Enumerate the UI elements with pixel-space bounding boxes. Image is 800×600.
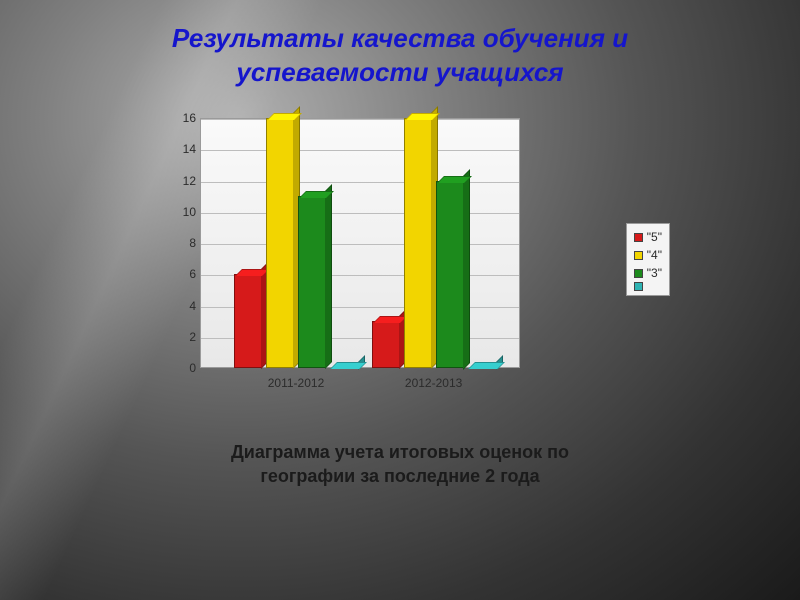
legend: "5""4""3"	[626, 223, 670, 296]
y-tick-label: 12	[172, 174, 196, 188]
bars-container	[200, 118, 520, 368]
legend-swatch	[634, 282, 643, 291]
y-axis: 0246810121416	[172, 118, 198, 368]
y-tick-label: 6	[172, 267, 196, 281]
y-tick-label: 2	[172, 330, 196, 344]
bar	[436, 181, 464, 369]
x-tick-label: 2011-2012	[268, 376, 325, 390]
y-tick-label: 10	[172, 205, 196, 219]
plot-area	[200, 118, 520, 368]
legend-item: "4"	[634, 246, 662, 264]
legend-label: "4"	[647, 246, 662, 264]
chart-caption: Диаграмма учета итоговых оценок по геогр…	[0, 440, 800, 489]
x-axis: 2011-2012 2012-2013	[200, 376, 520, 396]
y-tick-label: 0	[172, 361, 196, 375]
title-line-1: Результаты качества обучения и	[172, 23, 628, 53]
x-tick-label: 2012-2013	[405, 376, 462, 390]
legend-swatch	[634, 251, 643, 260]
y-tick-label: 4	[172, 299, 196, 313]
legend-label: "5"	[647, 228, 662, 246]
bar-chart: 0246810121416 2011-20122012-2013 "5""4""…	[170, 118, 630, 418]
legend-swatch	[634, 233, 643, 242]
title-line-2: успеваемости учащихся	[236, 57, 563, 87]
legend-swatch	[634, 269, 643, 278]
legend-item: "3"	[634, 264, 662, 282]
bar-group	[372, 118, 496, 368]
page-title: Результаты качества обучения и успеваемо…	[0, 22, 800, 90]
y-tick-label: 8	[172, 236, 196, 250]
caption-line-2: географии за последние 2 года	[260, 466, 539, 486]
bar	[234, 274, 262, 368]
y-tick-label: 16	[172, 111, 196, 125]
bar	[404, 118, 432, 368]
y-tick-label: 14	[172, 142, 196, 156]
legend-item: "5"	[634, 228, 662, 246]
caption-line-1: Диаграмма учета итоговых оценок по	[231, 442, 569, 462]
legend-label: "3"	[647, 264, 662, 282]
legend-item	[634, 282, 662, 291]
bar	[298, 196, 326, 368]
bar	[372, 321, 400, 368]
bar-group	[234, 118, 358, 368]
bar	[266, 118, 294, 368]
